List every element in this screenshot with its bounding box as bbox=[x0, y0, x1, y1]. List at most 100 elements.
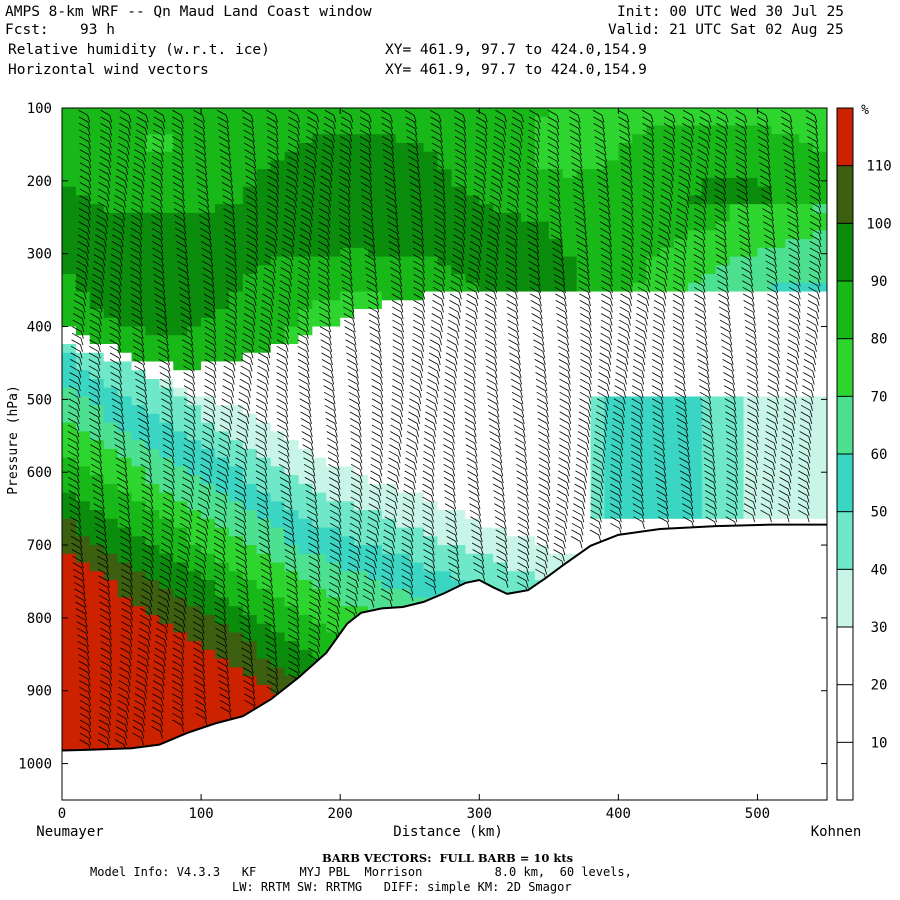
rh-cell bbox=[660, 448, 675, 459]
rh-cell bbox=[451, 510, 466, 520]
rh-cell bbox=[701, 352, 717, 363]
rh-cell bbox=[89, 667, 105, 677]
rh-cell bbox=[187, 492, 202, 502]
rh-cell bbox=[437, 527, 453, 537]
rh-cell bbox=[646, 125, 661, 135]
rh-cell bbox=[757, 256, 772, 266]
rh-cell bbox=[159, 719, 174, 730]
wind-barb bbox=[99, 456, 102, 464]
rh-cell bbox=[409, 370, 425, 380]
rh-cell bbox=[354, 422, 369, 433]
rh-cell bbox=[729, 125, 745, 135]
rh-cell bbox=[354, 606, 369, 616]
rh-cell bbox=[312, 632, 327, 642]
rh-cell bbox=[340, 116, 355, 127]
rh-cell bbox=[479, 440, 494, 450]
rh-cell bbox=[242, 256, 258, 266]
rh-cell bbox=[590, 518, 606, 529]
rh-cell bbox=[117, 142, 133, 153]
rh-cell bbox=[62, 702, 77, 712]
rh-cell bbox=[534, 571, 550, 581]
rh-cell bbox=[632, 160, 647, 170]
wind-barb bbox=[145, 121, 149, 129]
rh-cell bbox=[395, 291, 411, 301]
rh-cell bbox=[423, 492, 439, 502]
rh-cell bbox=[465, 571, 480, 581]
rh-cell bbox=[270, 204, 286, 214]
rh-cell bbox=[187, 623, 202, 634]
rh-cell bbox=[159, 291, 174, 301]
rh-cell bbox=[242, 344, 258, 354]
rh-cell bbox=[62, 265, 77, 275]
rh-cell bbox=[423, 239, 439, 249]
rh-cell bbox=[368, 291, 383, 301]
rh-cell bbox=[493, 204, 508, 214]
rh-cell bbox=[145, 597, 160, 607]
rh-cell bbox=[423, 116, 439, 127]
rh-cell bbox=[117, 457, 133, 467]
wind-barb-tick bbox=[79, 680, 89, 686]
rh-cell bbox=[312, 274, 327, 284]
rh-cell bbox=[75, 571, 91, 581]
rh-cell bbox=[604, 361, 619, 371]
wind-barb bbox=[120, 239, 124, 247]
rh-cell bbox=[785, 177, 800, 188]
rh-cell bbox=[687, 291, 703, 301]
rh-cell bbox=[270, 169, 286, 179]
wind-barb bbox=[86, 239, 90, 247]
rh-cell bbox=[507, 510, 522, 520]
wind-barb bbox=[101, 495, 105, 503]
wind-barb-tick bbox=[98, 182, 108, 188]
rh-cell bbox=[590, 125, 606, 135]
rh-cell bbox=[660, 300, 675, 310]
wind-barb-tick bbox=[110, 260, 121, 267]
rh-cell bbox=[340, 614, 355, 625]
rh-cell bbox=[813, 204, 827, 214]
rh-cell bbox=[242, 422, 258, 433]
wind-barb-tick bbox=[94, 247, 104, 254]
rh-cell bbox=[89, 344, 105, 354]
rh-cell bbox=[785, 448, 800, 459]
wind-barb bbox=[86, 246, 90, 254]
rh-cell bbox=[145, 440, 160, 450]
rh-cell bbox=[256, 649, 272, 660]
rh-cell bbox=[187, 448, 202, 459]
rh-cell bbox=[326, 396, 341, 406]
rh-cell bbox=[646, 300, 661, 310]
rh-cell bbox=[228, 448, 244, 459]
rh-cell bbox=[117, 711, 133, 721]
rh-cell bbox=[785, 125, 800, 135]
rh-cell bbox=[228, 649, 244, 660]
rh-cell bbox=[493, 387, 508, 398]
rh-cell bbox=[312, 422, 327, 433]
rh-cell bbox=[674, 501, 689, 511]
rh-cell bbox=[757, 483, 772, 494]
rh-cell bbox=[813, 169, 827, 179]
rh-cell bbox=[604, 422, 619, 433]
rh-cell bbox=[632, 413, 647, 424]
rh-cell bbox=[187, 632, 202, 642]
wind-barb-tick bbox=[119, 673, 129, 680]
wind-barb bbox=[103, 252, 106, 261]
rh-cell bbox=[312, 545, 327, 555]
rh-cell bbox=[62, 396, 77, 406]
rh-cell bbox=[687, 265, 703, 275]
rh-cell bbox=[604, 378, 619, 389]
rh-cell bbox=[521, 448, 536, 459]
rh-cell bbox=[228, 108, 244, 118]
rh-cell bbox=[117, 177, 133, 188]
rh-cell bbox=[131, 510, 147, 520]
wind-barb bbox=[97, 364, 101, 372]
wind-barb bbox=[107, 724, 111, 733]
rh-cell bbox=[89, 719, 105, 730]
rh-cell bbox=[646, 510, 661, 520]
rh-cell bbox=[159, 597, 174, 607]
wind-barb-tick bbox=[120, 555, 131, 562]
rh-cell bbox=[103, 711, 119, 721]
rh-cell bbox=[395, 387, 411, 398]
rh-cell bbox=[326, 448, 341, 459]
rh-cell bbox=[103, 649, 119, 660]
rh-cell bbox=[117, 466, 133, 476]
rh-cell bbox=[368, 405, 383, 415]
wind-barb bbox=[108, 698, 112, 706]
